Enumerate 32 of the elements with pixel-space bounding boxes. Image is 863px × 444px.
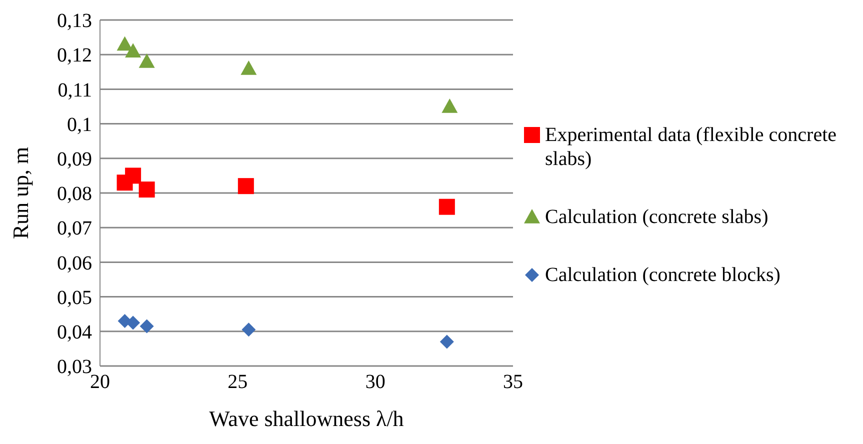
point [140,319,154,334]
y-tick-label: 0,12 [57,44,92,67]
y-tick-label: 0,04 [57,322,92,344]
y-tick-label: 0,08 [57,183,92,206]
y-tick-label: 0,11 [58,79,92,102]
legend-label: Experimental data (flexible concrete slabs) [545,123,838,171]
point [138,182,155,198]
legend-label: Calculation (concrete slabs) [545,205,768,229]
x-tick-label: 35 [503,371,523,394]
y-tick-label: 0,1 [67,114,92,136]
x-tick-label: 30 [365,371,386,394]
y-tick-label: 0,03 [57,356,92,378]
y-axis-title: Run up, m [8,146,33,240]
y-tick-label: 0,06 [57,252,92,274]
y-tick-label: 0,05 [57,286,92,309]
point [242,322,256,337]
point [125,43,142,58]
x-tick-label: 20 [90,371,110,394]
y-tick-label: 0,13 [57,10,92,32]
point [116,36,133,51]
x-tick-label: 25 [228,371,248,394]
point [238,178,254,194]
point [440,334,454,349]
point [438,198,455,215]
y-tick-label: 0,07 [57,218,92,240]
point [442,98,458,113]
point [138,54,155,68]
point [240,60,257,75]
x-axis-title: Wave shallowness λ/h [209,406,404,431]
y-tick-label: 0,09 [57,148,92,170]
legend-label: Calculation (concrete blocks) [545,263,780,287]
point [126,316,140,330]
